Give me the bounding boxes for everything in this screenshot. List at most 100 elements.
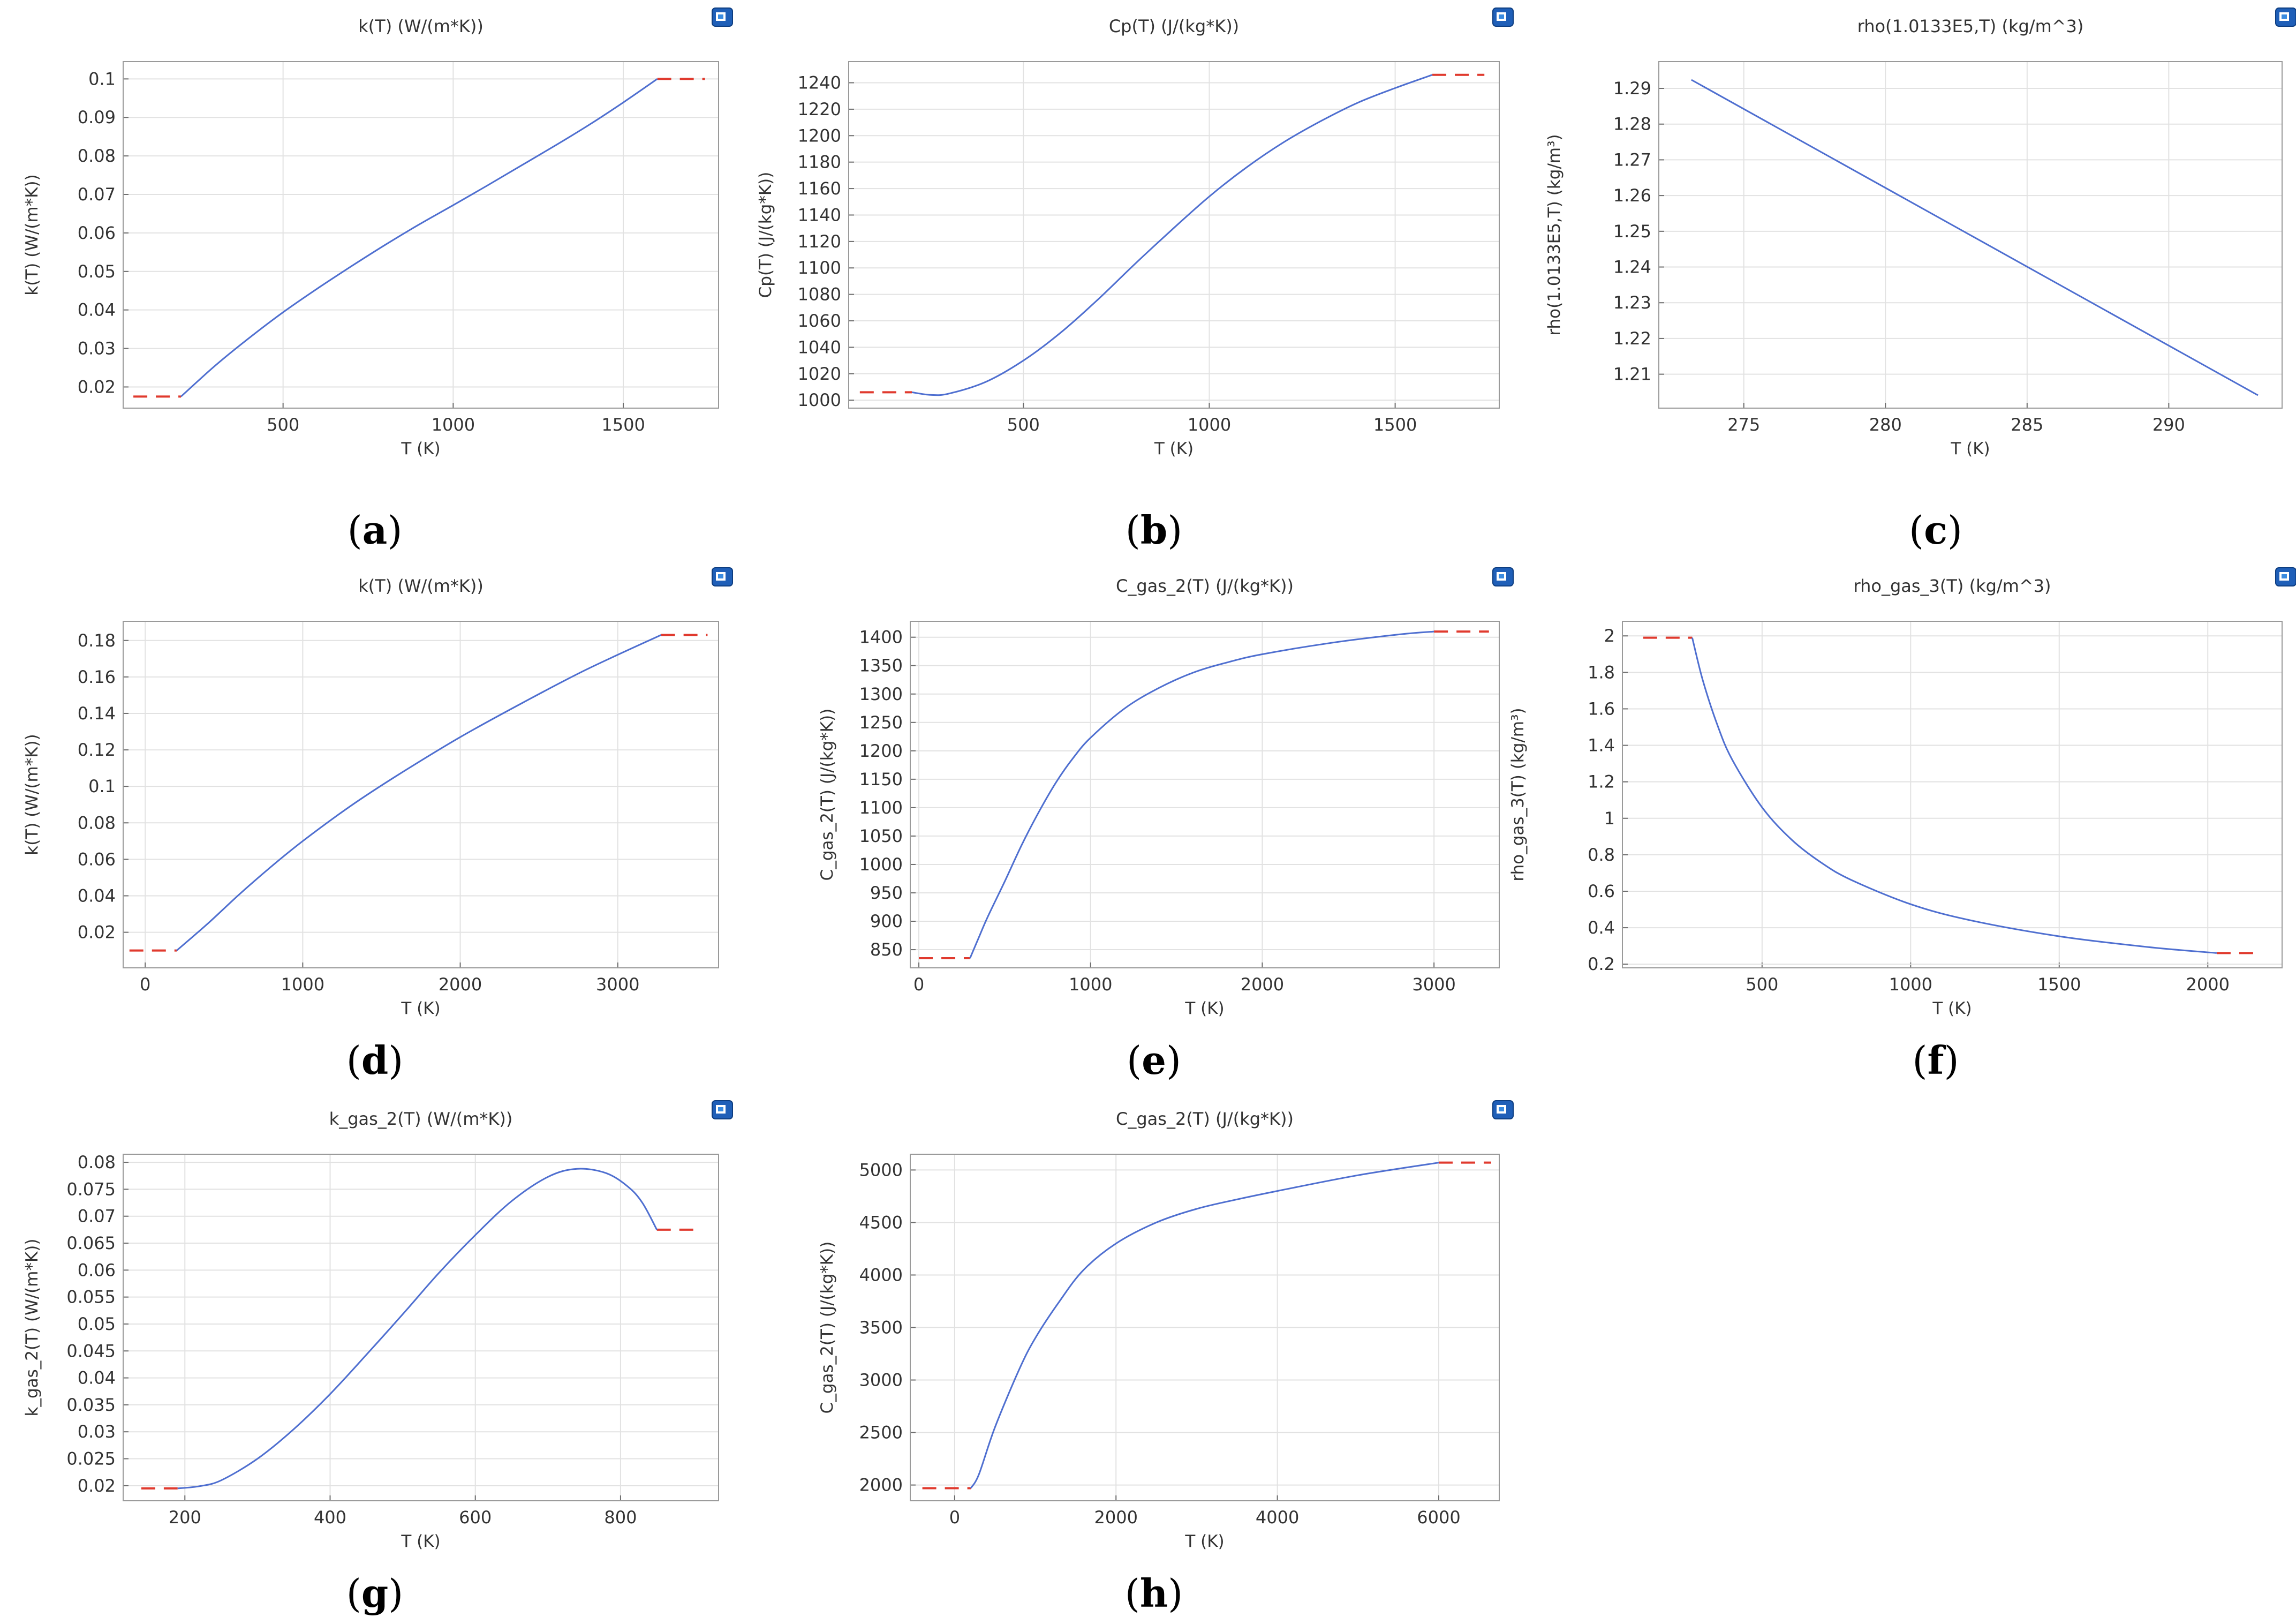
y-tick-label: 1.29	[1613, 78, 1651, 99]
y-tick-label: 0.05	[78, 261, 116, 282]
panel-title: k_gas_2(T) (W/(m*K))	[329, 1109, 513, 1129]
x-tick-label: 0	[140, 974, 150, 995]
panel-title: Cp(T) (J/(kg*K))	[1109, 16, 1239, 36]
y-axis-label: C_gas_2(T) (J/(kg*K))	[818, 709, 837, 881]
plot-frame	[1622, 621, 2283, 968]
y-tick-label: 1020	[798, 364, 841, 384]
x-tick-label: 3000	[596, 974, 639, 995]
y-tick-label: 1000	[859, 854, 903, 875]
y-tick-label: 4500	[859, 1212, 903, 1232]
panel-label: (g)	[346, 1570, 404, 1616]
x-tick-label: 4000	[1256, 1507, 1299, 1528]
x-tick-label: 800	[604, 1507, 637, 1528]
series-line	[177, 1168, 658, 1490]
x-tick-label: 500	[1746, 974, 1778, 995]
x-tick-label: 400	[314, 1507, 346, 1528]
y-tick-label: 1.4	[1588, 735, 1615, 756]
panel-title: C_gas_2(T) (J/(kg*K))	[1116, 576, 1294, 596]
y-tick-label: 0.025	[66, 1449, 116, 1469]
x-axis-label: T (K)	[401, 439, 440, 458]
y-tick-label: 0.05	[78, 1314, 116, 1334]
y-tick-label: 0.075	[66, 1179, 116, 1199]
y-tick-label: 1050	[859, 826, 903, 846]
x-tick-label: 1000	[432, 415, 475, 435]
image-export-icon[interactable]	[1492, 7, 1514, 27]
panel-label: (c)	[1909, 507, 1962, 553]
y-tick-label: 0.1	[88, 776, 116, 796]
x-tick-label: 200	[169, 1507, 201, 1528]
y-tick-label: 0.035	[66, 1395, 116, 1415]
y-tick-label: 0.065	[66, 1233, 116, 1253]
y-tick-label: 0.08	[78, 146, 116, 166]
plot-frame	[910, 621, 1500, 968]
y-axis-label: k_gas_2(T) (W/(m*K))	[22, 1239, 42, 1417]
panel-label: (a)	[348, 507, 403, 553]
plot-frame	[123, 621, 719, 968]
y-axis-label: C_gas_2(T) (J/(kg*K))	[818, 1242, 837, 1414]
x-tick-label: 285	[2011, 415, 2043, 435]
x-axis-label: T (K)	[1154, 439, 1194, 458]
y-axis-label: rho_gas_3(T) (kg/m³)	[1508, 708, 1528, 881]
y-tick-label: 3500	[859, 1318, 903, 1338]
panel-e: 0 1000 2000 3000 850 900 950 1000 1050 1100 1150 12…	[818, 567, 1514, 1083]
y-tick-label: 1.8	[1588, 662, 1615, 682]
y-tick-label: 0.02	[78, 1476, 116, 1496]
y-tick-label: 0.4	[1588, 917, 1615, 938]
x-tick-label: 0	[949, 1507, 960, 1528]
plot-frame	[123, 61, 719, 409]
y-tick-label: 2500	[859, 1423, 903, 1443]
y-tick-label: 0.07	[78, 184, 116, 205]
panel-g: 200 400 600 800 0.02 0.025 0.03 0.035 0.04 0.045 0…	[22, 1100, 733, 1616]
series-line	[1691, 79, 2259, 396]
image-export-icon[interactable]	[2275, 7, 2296, 27]
y-tick-label: 1.21	[1613, 364, 1651, 385]
y-tick-label: 0.12	[78, 740, 116, 760]
plot-area	[123, 1154, 719, 1501]
y-tick-label: 0.08	[78, 1152, 116, 1172]
y-tick-label: 0.1	[88, 69, 116, 89]
series-line	[180, 78, 658, 397]
y-tick-label: 1.28	[1613, 114, 1651, 134]
image-export-icon[interactable]	[1492, 1100, 1514, 1119]
y-tick-label: 1.27	[1613, 149, 1651, 170]
x-tick-label: 0	[913, 974, 924, 995]
y-tick-label: 0.18	[78, 630, 116, 651]
y-tick-label: 1220	[798, 99, 841, 119]
plot-area	[910, 621, 1500, 968]
image-export-icon[interactable]	[2275, 567, 2296, 586]
y-tick-label: 1000	[798, 390, 841, 410]
x-tick-label: 1500	[2037, 974, 2081, 995]
y-tick-label: 1.2	[1588, 772, 1615, 792]
panel-title: k(T) (W/(m*K))	[358, 576, 484, 596]
series-line	[969, 630, 1434, 959]
x-axis-label: T (K)	[1932, 999, 1972, 1018]
image-export-icon[interactable]	[712, 567, 733, 586]
image-export-icon[interactable]	[712, 1100, 733, 1119]
y-tick-label: 1100	[798, 258, 841, 278]
series-line	[176, 634, 662, 951]
image-export-icon[interactable]	[1492, 567, 1514, 586]
panel-title: C_gas_2(T) (J/(kg*K))	[1116, 1109, 1294, 1129]
panel-h: 0 2000 4000 6000 2000 2500 3000 3500 4000 4500 500…	[818, 1100, 1514, 1616]
y-axis-label: k(T) (W/(m*K))	[22, 174, 42, 295]
image-export-icon[interactable]	[712, 7, 733, 27]
y-tick-label: 0.02	[78, 922, 116, 943]
x-tick-label: 2000	[1241, 974, 1284, 995]
x-axis-label: T (K)	[401, 999, 440, 1018]
x-tick-label: 275	[1727, 415, 1760, 435]
y-tick-label: 1180	[798, 152, 841, 172]
y-tick-label: 1250	[859, 712, 903, 733]
y-tick-label: 1	[1604, 808, 1615, 829]
y-tick-label: 1.23	[1613, 292, 1651, 313]
x-tick-label: 1500	[601, 415, 645, 435]
y-tick-label: 850	[870, 939, 903, 960]
y-tick-label: 1160	[798, 178, 841, 199]
panel-title: k(T) (W/(m*K))	[358, 16, 484, 36]
y-tick-label: 2000	[859, 1475, 903, 1495]
series-line	[1691, 637, 2217, 954]
y-tick-label: 2	[1604, 626, 1615, 646]
y-axis-label: rho(1.0133E5,T) (kg/m³)	[1545, 134, 1564, 335]
plot-area	[123, 61, 719, 409]
